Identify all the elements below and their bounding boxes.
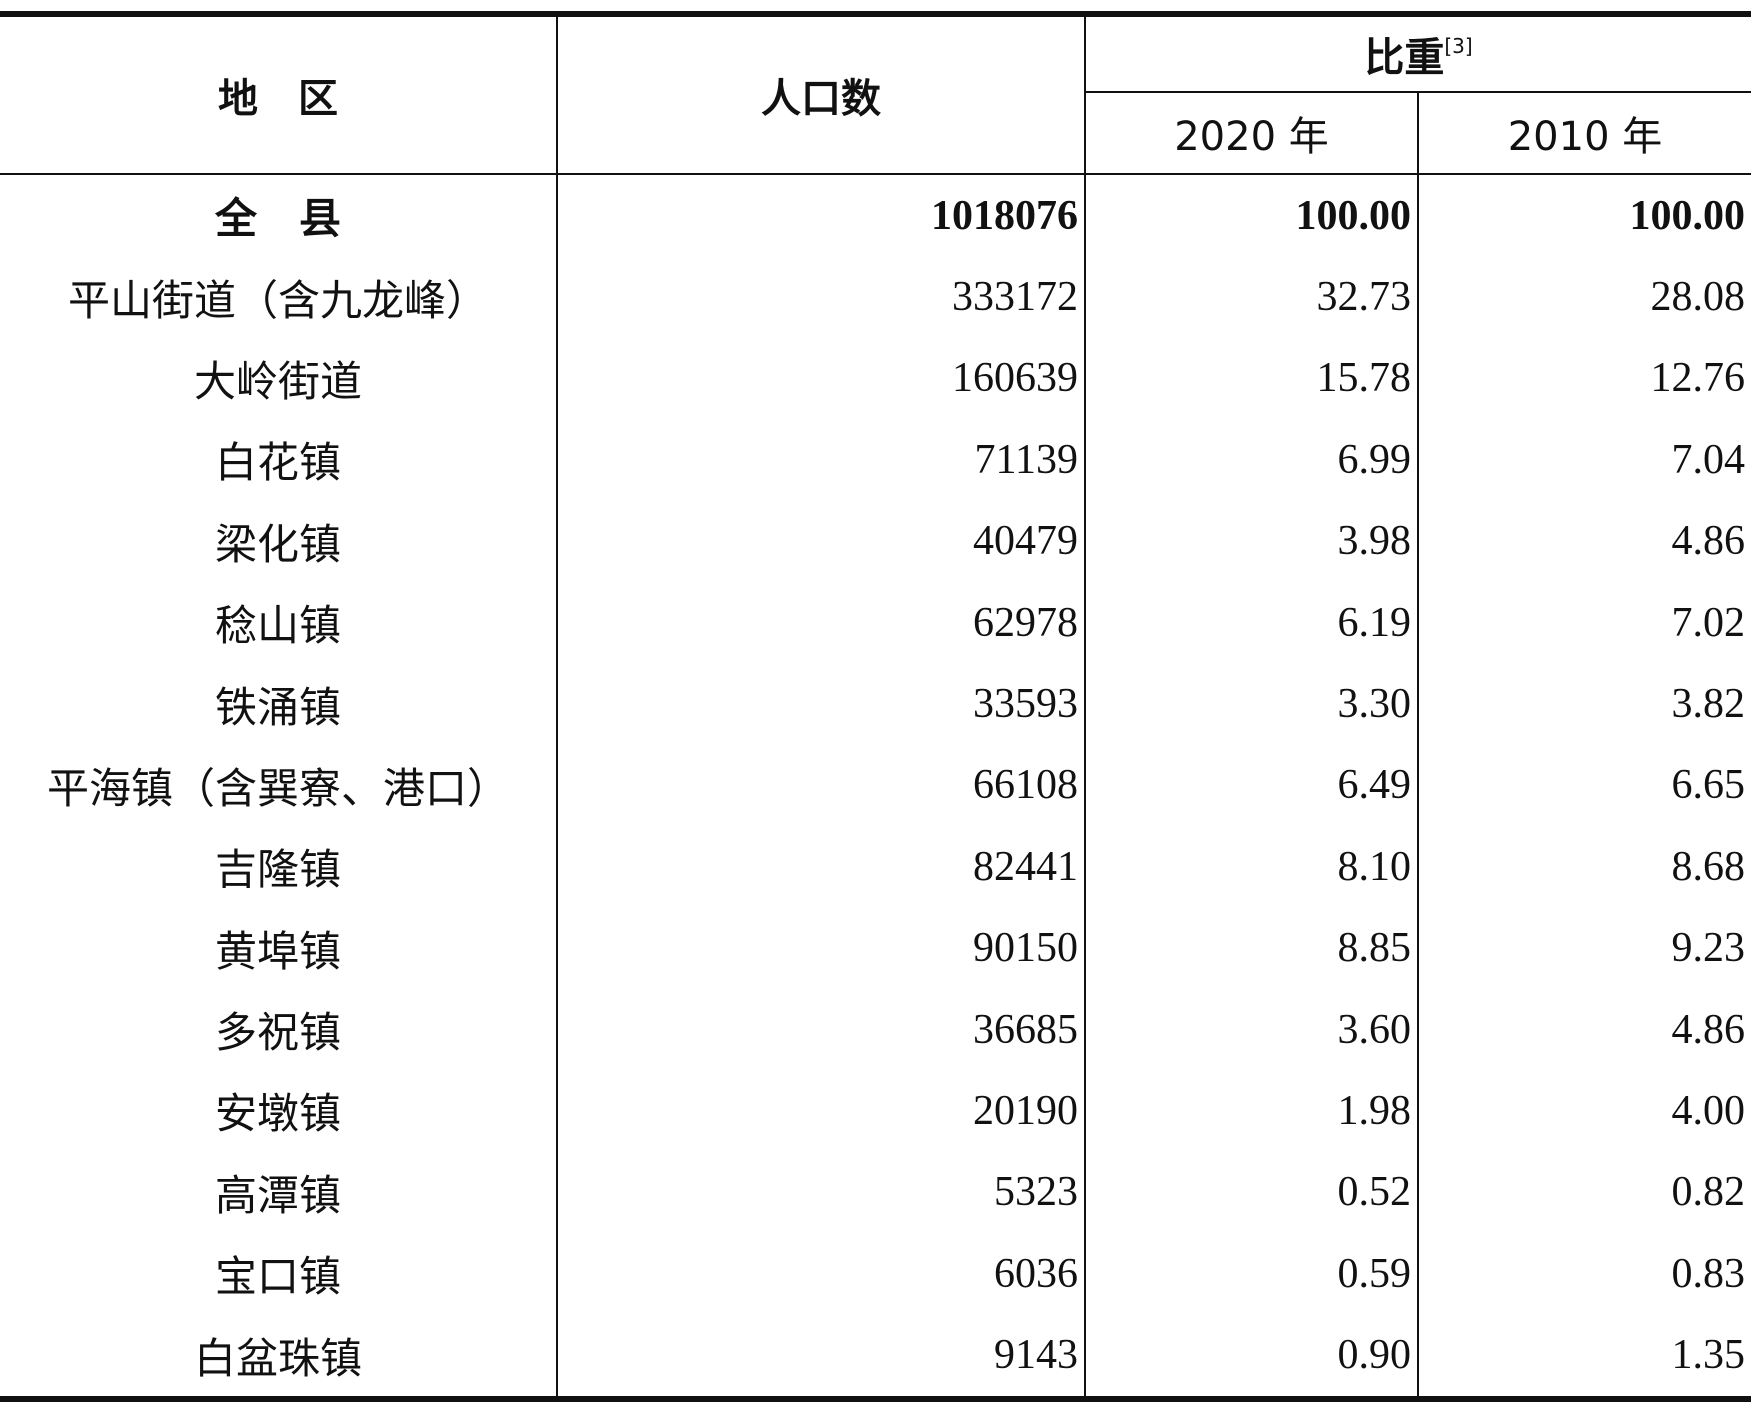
population-cell: 71139 [557,419,1086,501]
share-2020-cell: 6.19 [1085,581,1419,664]
region-name: 大岭街道 [0,337,558,420]
population-cell: 62978 [557,581,1086,664]
footnote-ref: [3] [1444,34,1473,58]
header-year: 2010 年 [1418,92,1751,175]
share-2010-cell: 7.04 [1671,436,1746,483]
header-share: 比重[3] [1085,14,1751,93]
header-population: 人口数 [557,14,1086,175]
share-2020-cell: 0.52 [1085,1151,1419,1234]
share-2020-cell: 8.10 [1085,826,1419,908]
share-2010-cell: 8.68 [1671,843,1746,890]
region-name: 安墩镇 [0,1070,558,1152]
population-cell: 160639 [557,337,1086,420]
header-share-text: 比重 [1364,35,1445,81]
share-2020-cell: 8.85 [1085,907,1419,989]
share-2010-cell: 4.86 [1671,1006,1746,1053]
share-2020-cell: 0.90 [1085,1314,1419,1399]
table-row: 大岭街道 160639 15.78 12.76 [0,337,1751,420]
population-cell: 82441 [557,826,1086,908]
table-row: 平山街道（含九龙峰） 333172 32.73 28.08 [0,256,1751,338]
header-year: 2020 年 [1085,92,1419,175]
share-2020-cell: 1.98 [1085,1070,1419,1152]
share-2010-cell: 3.82 [1671,681,1746,728]
population-cell: 6036 [557,1233,1086,1315]
region-name: 全 县 [0,174,558,257]
share-2010-cell: 4.00 [1671,1087,1746,1134]
share-2010-cell: 6.65 [1671,762,1746,809]
table-row: 宝口镇 6036 0.59 0.83 [0,1233,1751,1315]
region-name: 宝口镇 [0,1233,558,1315]
region-name: 铁涌镇 [0,663,558,745]
population-cell: 1018076 [557,174,1086,257]
population-cell: 20190 [557,1070,1086,1152]
share-2020-cell: 100.00 [1085,174,1419,257]
population-cell: 33593 [557,663,1086,745]
table-row: 稔山镇 62978 6.19 7.02 [0,581,1751,664]
share-2010-cell: 0.83 [1671,1250,1746,1297]
share-2020-cell: 6.99 [1085,419,1419,501]
population-cell: 333172 [557,256,1086,338]
region-name: 平山街道（含九龙峰） [0,256,558,338]
population-cell: 36685 [557,988,1086,1071]
table-row: 多祝镇 36685 3.60 4.86 [0,988,1751,1071]
region-name: 梁化镇 [0,500,558,582]
table-row: 吉隆镇 82441 8.10 8.68 [0,826,1751,908]
table-body: 全 县 1018076 100.00 100.00 平山街道（含九龙峰） 333172 32… [0,174,1751,1399]
region-name: 多祝镇 [0,988,558,1071]
share-2020-cell: 15.78 [1085,337,1419,420]
region-name: 平海镇（含巽寮、港口） [0,744,558,827]
share-2020-cell: 32.73 [1085,256,1419,338]
table-row: 安墩镇 20190 1.98 4.00 [0,1070,1751,1152]
share-2010-cell: 1.35 [1671,1332,1746,1379]
share-2020-cell: 0.59 [1085,1233,1419,1315]
share-2010-cell: 12.76 [1650,355,1746,402]
share-2010-cell: 9.23 [1671,925,1746,972]
share-2020-cell: 3.98 [1085,500,1419,582]
table-row: 高潭镇 5323 0.52 0.82 [0,1151,1751,1234]
table-row: 白盆珠镇 9143 0.90 1.35 [0,1314,1751,1399]
table-row: 铁涌镇 33593 3.30 3.82 [0,663,1751,745]
population-cell: 5323 [557,1151,1086,1234]
header-region: 地 区 [0,14,558,175]
share-2010-cell: 100.00 [1629,192,1746,239]
share-2020-cell: 3.60 [1085,988,1419,1071]
table-row: 梁化镇 40479 3.98 4.86 [0,500,1751,582]
region-name: 白盆珠镇 [0,1314,558,1399]
table-row: 全 县 1018076 100.00 100.00 [0,174,1751,257]
region-name: 吉隆镇 [0,826,558,908]
share-2010-cell: 4.86 [1671,518,1746,565]
population-cell: 9143 [557,1314,1086,1399]
population-cell: 90150 [557,907,1086,989]
share-2010-cell: 0.82 [1671,1169,1746,1216]
population-cell: 66108 [557,744,1086,827]
table-row: 白花镇 71139 6.99 7.04 [0,419,1751,501]
region-name: 稔山镇 [0,581,558,664]
region-name: 黄埠镇 [0,907,558,989]
population-table: 地 区 人口数 比重[3] 2020 年 2010 年 全 县 1018076 10… [0,11,1751,1402]
share-2010-cell: 7.02 [1671,599,1746,646]
table-row: 黄埠镇 90150 8.85 9.23 [0,907,1751,989]
share-2020-cell: 3.30 [1085,663,1419,745]
table-row: 平海镇（含巽寮、港口） 66108 6.49 6.65 [0,744,1751,827]
share-2020-cell: 6.49 [1085,744,1419,827]
share-2010-cell: 28.08 [1650,274,1746,321]
region-name: 高潭镇 [0,1151,558,1234]
population-cell: 40479 [557,500,1086,582]
region-name: 白花镇 [0,419,558,501]
